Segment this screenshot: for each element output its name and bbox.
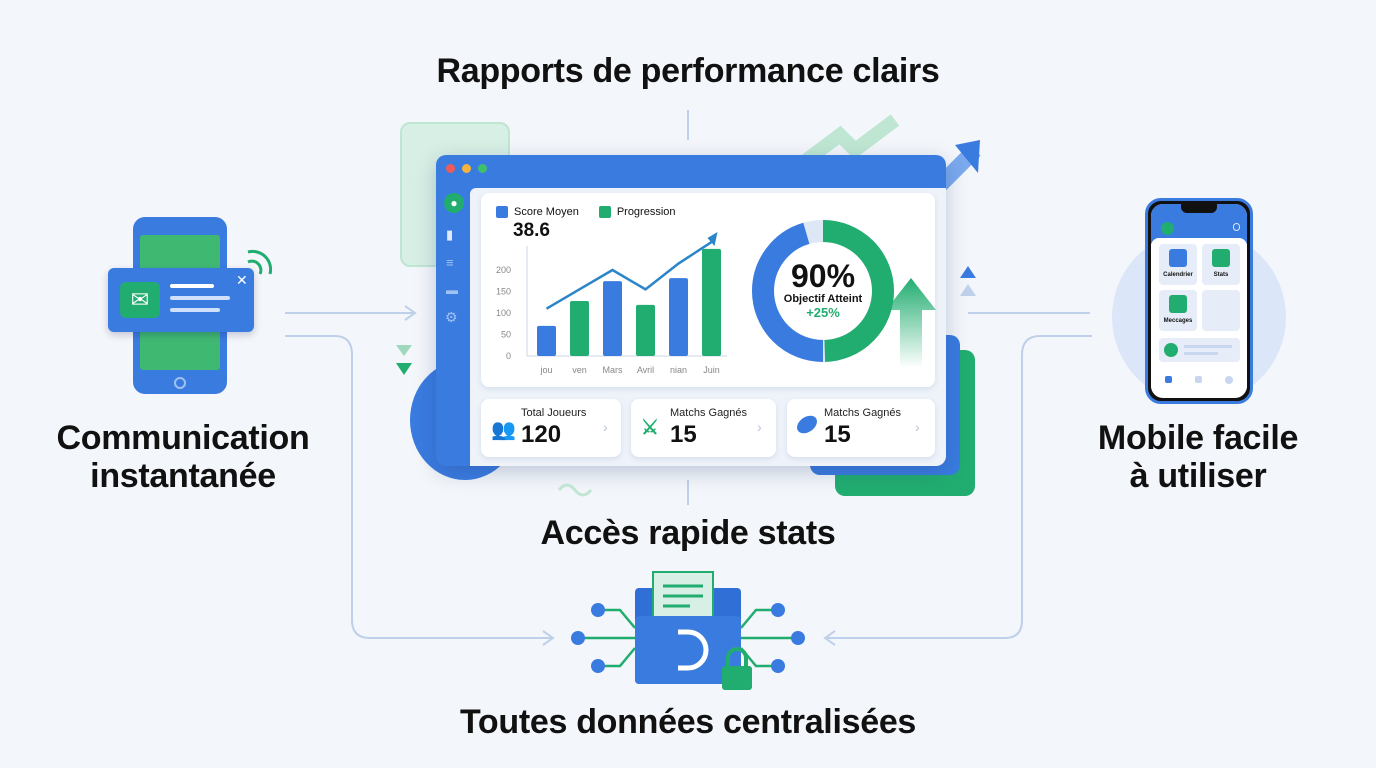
heading-bottom: Toutes données centralisées: [459, 703, 917, 741]
heading-right-line1: Mobile facile: [1097, 419, 1299, 457]
stat-value: 120: [521, 421, 562, 448]
donut-delta: +25%: [806, 305, 840, 320]
heading-right-line2: à utiliser: [1129, 457, 1267, 495]
stat-card-matchs-gagnes[interactable]: ⚔ Matchs Gagnés 15 ›: [631, 399, 776, 457]
profile-icon[interactable]: [1225, 376, 1233, 384]
bar-chart: 0 50 100 150 200 jou ven Mars Avril nian Juin: [496, 232, 727, 375]
donut-blue-arc: [752, 220, 894, 362]
legend-label: Progression: [616, 206, 676, 218]
sidebar: ● ▮ ≡ ▬ ⚙: [436, 183, 470, 466]
heading-left-line1: Communication: [56, 419, 310, 457]
x-tick-label: nian: [670, 365, 687, 375]
stat-label: Total Joueurs: [521, 407, 587, 419]
chart-legend: Score Moyen Progression: [496, 206, 676, 218]
bar-jou: [537, 325, 556, 356]
tile-empty: [1202, 290, 1240, 331]
mail-icon: ✉: [120, 282, 160, 318]
x-tick-label: Avril: [637, 365, 654, 375]
wifi-signal-icon: [247, 249, 273, 275]
heading-right: Mobile facile à utiliser: [1048, 419, 1348, 495]
bar-chart-icon: [1212, 249, 1230, 267]
trend-arrowhead: [707, 232, 718, 247]
window-maximize-button[interactable]: [478, 164, 487, 173]
bar-Mars: [603, 281, 622, 356]
window-close-button[interactable]: [446, 164, 455, 173]
bar-Avril: [636, 304, 655, 356]
score-value: 38.6: [513, 220, 550, 241]
tile-label: Stats: [1213, 272, 1229, 278]
x-tick-label: ven: [572, 365, 587, 375]
mobile-phone: Calendrier Stats Meccages: [1145, 198, 1253, 404]
bar-nian: [669, 278, 688, 356]
donut-chart: [752, 220, 894, 362]
tile-messages[interactable]: Meccages: [1159, 290, 1197, 331]
tile-stats[interactable]: Stats: [1202, 244, 1240, 285]
files-icon[interactable]: [1195, 376, 1202, 383]
bell-icon[interactable]: [1233, 223, 1240, 231]
users-icon: 👥: [491, 419, 516, 441]
legend-item: Score Moyen: [496, 206, 579, 218]
y-tick-label: 100: [496, 308, 511, 318]
window-minimize-button[interactable]: [462, 164, 471, 173]
home-icon[interactable]: [1165, 376, 1172, 383]
user-icon[interactable]: [1161, 222, 1174, 235]
x-tick-label: Mars: [603, 365, 623, 375]
chevron-right-icon: ›: [915, 419, 920, 435]
chevron-right-icon: ›: [603, 419, 608, 435]
donut-label: Objectif Atteint: [783, 293, 863, 305]
centralized-data-folder-icon: [571, 571, 805, 690]
stat-card-matchs-gagnes-2[interactable]: Matchs Gagnés 15 ›: [787, 399, 935, 457]
y-tick-label: 0: [506, 351, 511, 361]
stat-card-total-joueurs[interactable]: 👥 Total Joueurs 120 ›: [481, 399, 621, 457]
y-tick-label: 150: [496, 287, 511, 297]
heading-top: Rapports de performance clairs: [436, 52, 940, 90]
chevron-right-icon: ›: [757, 419, 762, 435]
stat-value: 15: [824, 421, 851, 448]
x-tick-label: Juin: [703, 365, 720, 375]
legend-item: Progression: [598, 206, 676, 218]
crossed-swords-icon: ⚔: [641, 417, 659, 439]
close-icon: ✕: [236, 272, 248, 288]
list-item[interactable]: [1159, 338, 1240, 362]
y-tick-label: 50: [501, 330, 511, 340]
tile-calendrier[interactable]: Calendrier: [1159, 244, 1197, 285]
mail-icon: [1169, 295, 1187, 313]
tile-label: Meccages: [1163, 318, 1193, 324]
bar-Juin: [702, 248, 721, 356]
calendar-icon[interactable]: ▬: [446, 283, 458, 297]
user-icon[interactable]: ●: [444, 193, 464, 213]
bar-ven: [570, 300, 589, 356]
dashboard-window: ● ▮ ≡ ▬ ⚙ Score Moyen Progression 38.6 0…: [436, 155, 946, 466]
trend-line: [545, 241, 713, 310]
stat-label: Matchs Gagnés: [670, 407, 748, 419]
message-notification: ✉ ✕: [108, 268, 254, 332]
list-icon[interactable]: ≡: [446, 255, 454, 270]
heading-left-line2: instantanée: [90, 457, 276, 495]
calendar-icon: [1169, 249, 1187, 267]
gear-icon[interactable]: ⚙: [445, 309, 458, 325]
stat-value: 15: [670, 421, 697, 448]
heading-middle: Accès rapide stats: [540, 514, 836, 552]
football-icon: [793, 412, 821, 437]
stat-label: Matchs Gagnés: [824, 407, 902, 419]
y-tick-label: 200: [496, 265, 511, 275]
tile-label: Calendrier: [1163, 272, 1193, 278]
donut-progress-arc: [752, 220, 894, 362]
donut-percent: 90%: [790, 258, 856, 294]
heading-left: Communication instantanée: [33, 419, 333, 495]
squiggle-decor: [557, 483, 593, 497]
chart-card: Score Moyen Progression 38.6 0 50 100 150 20…: [481, 193, 936, 387]
x-tick-label: jou: [539, 365, 552, 375]
bar-chart-icon[interactable]: ▮: [446, 227, 454, 242]
donut-center: 90% Objectif Atteint +25%: [743, 259, 903, 320]
legend-label: Score Moyen: [514, 206, 579, 218]
up-arrow-icon: [886, 278, 936, 368]
